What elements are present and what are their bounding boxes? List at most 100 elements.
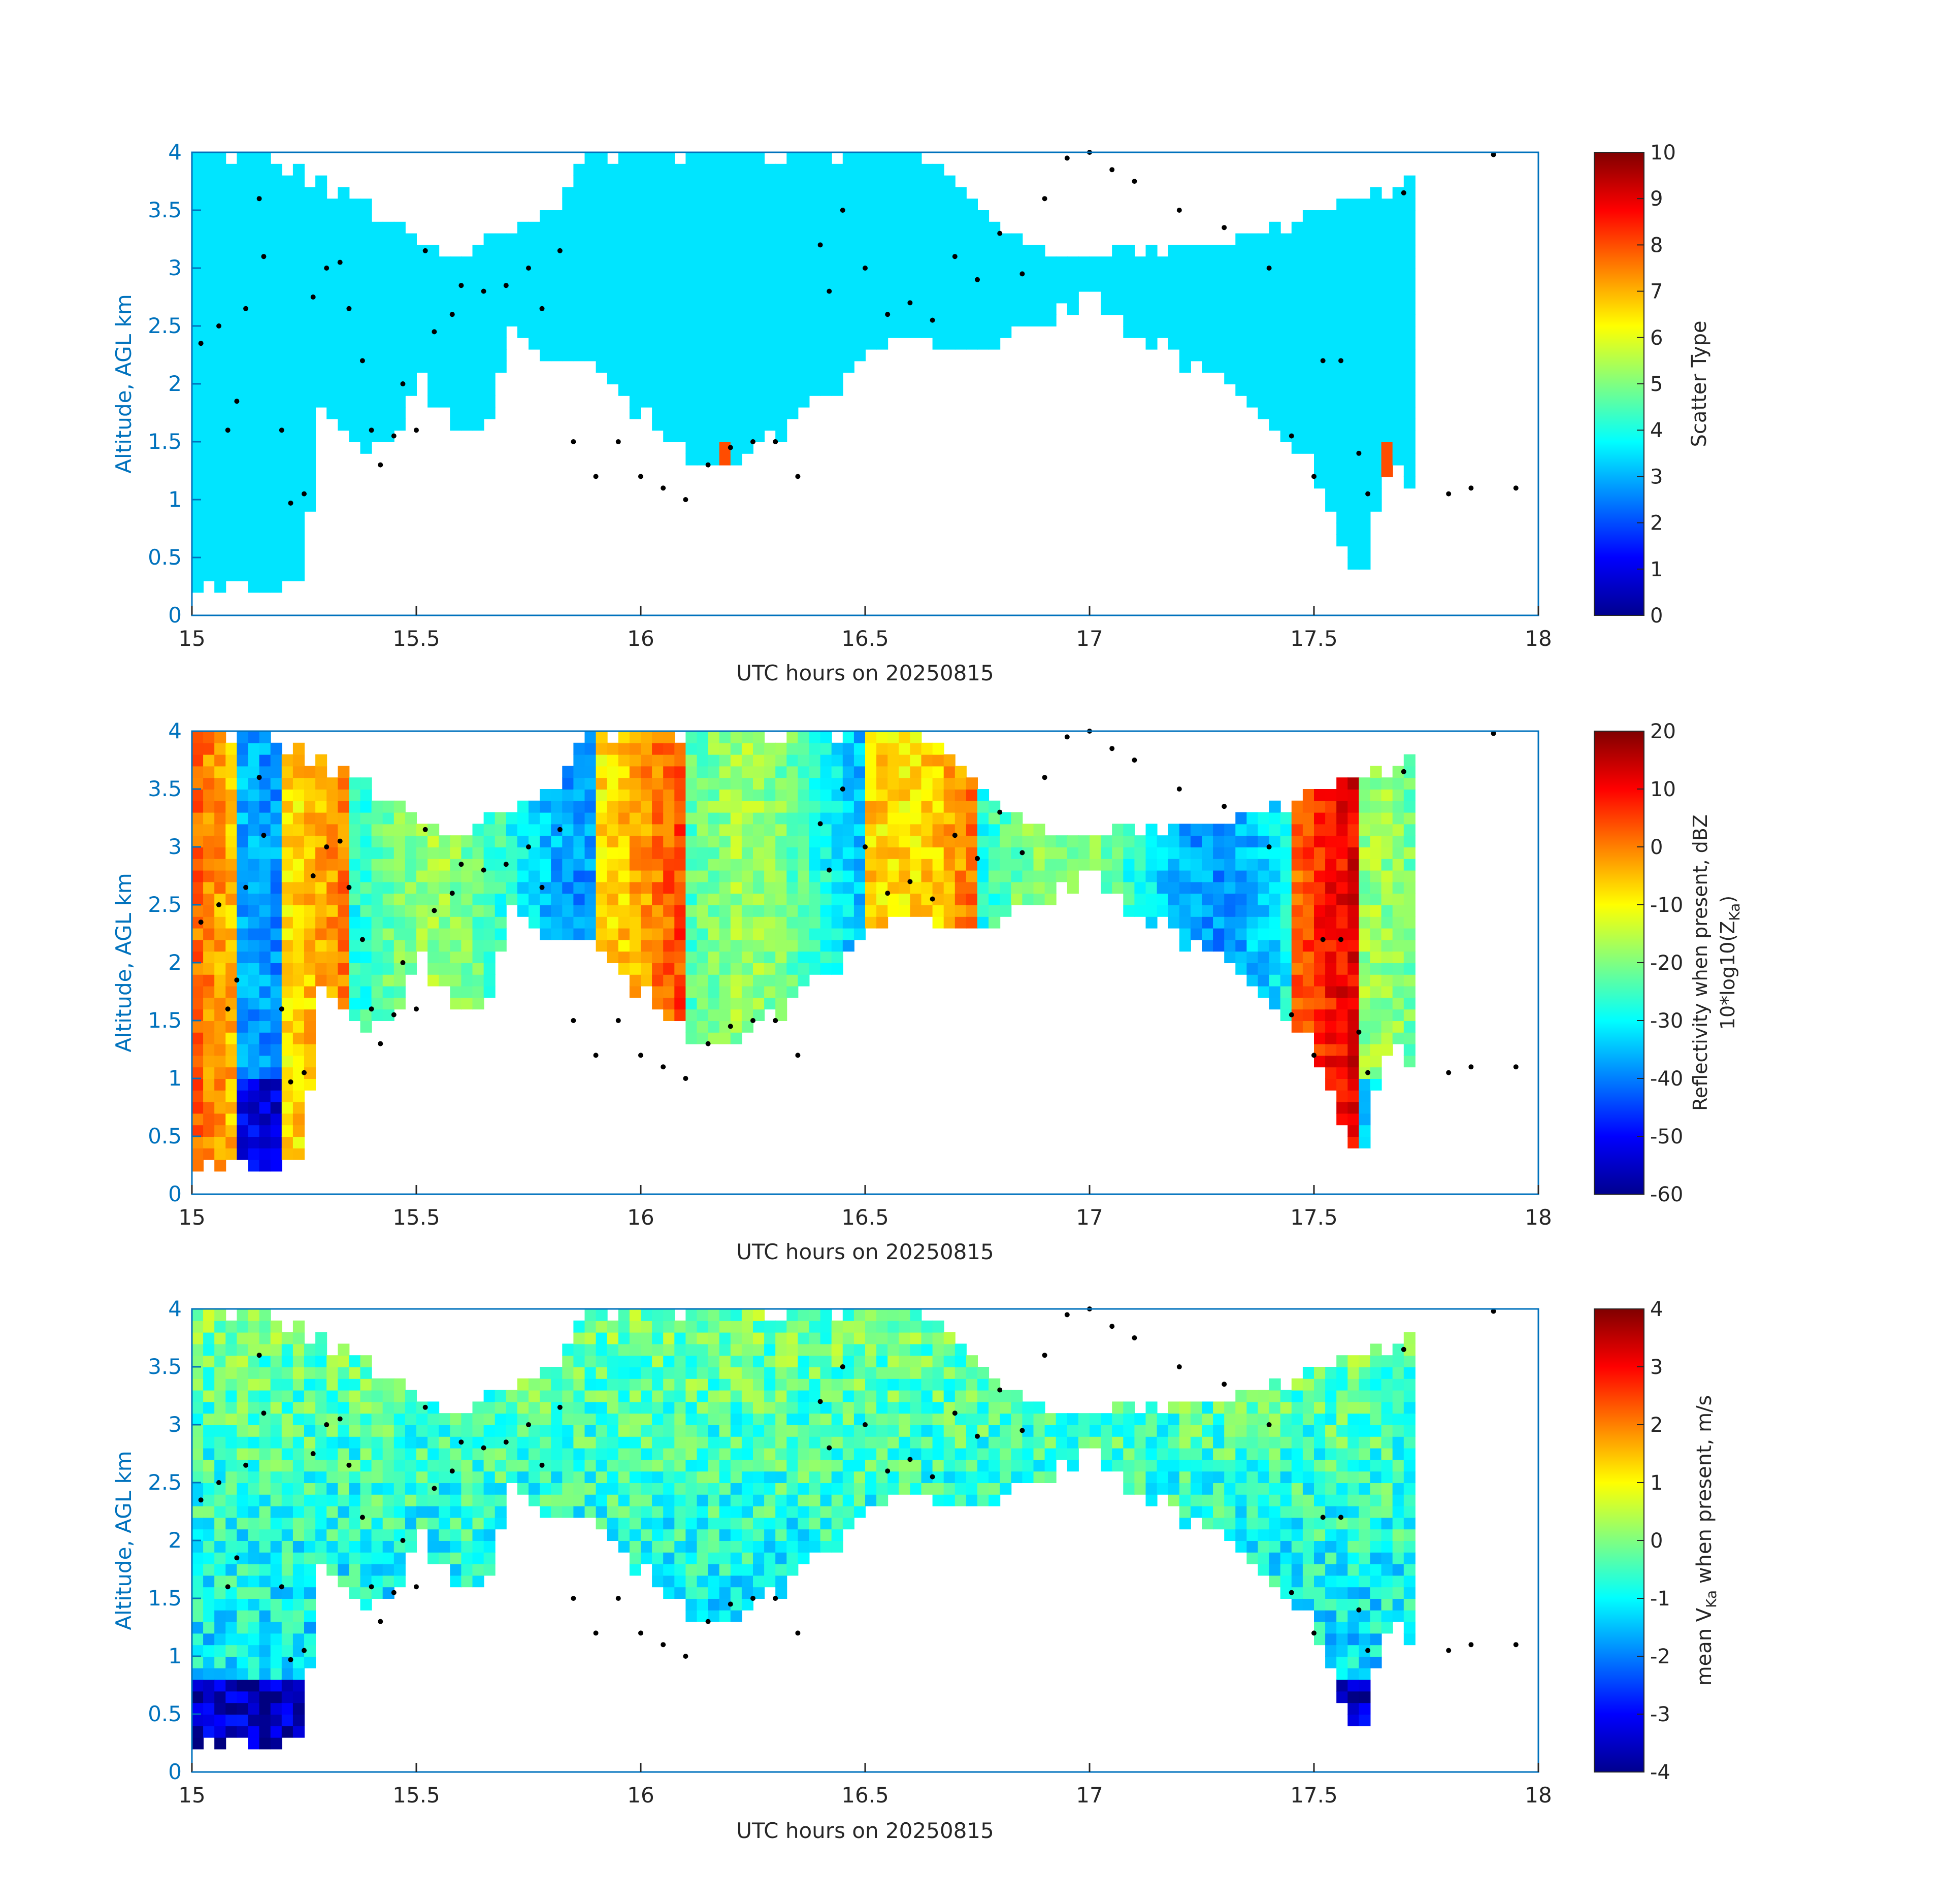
cell	[349, 1367, 361, 1379]
cell	[1000, 268, 1012, 280]
cell	[225, 522, 238, 535]
cell	[708, 395, 720, 408]
cell	[708, 847, 720, 859]
cell	[237, 557, 249, 570]
cell	[1145, 326, 1158, 338]
cell	[1235, 360, 1247, 373]
cell	[921, 742, 933, 755]
colorbar-tick-label: 8	[1650, 234, 1663, 257]
cell	[775, 789, 787, 801]
cell	[405, 291, 417, 304]
cell	[674, 824, 686, 836]
cell	[842, 291, 854, 304]
cell	[192, 1113, 204, 1126]
cell	[932, 199, 944, 211]
cell	[248, 580, 260, 593]
cell	[1033, 835, 1045, 847]
cell	[1269, 870, 1281, 882]
cell	[349, 395, 361, 408]
cell	[349, 245, 361, 257]
cell	[932, 303, 944, 315]
cell	[259, 1090, 271, 1102]
cell	[427, 1448, 440, 1460]
cell	[741, 256, 753, 269]
cell	[641, 731, 653, 743]
cell	[338, 1436, 350, 1449]
cell	[1134, 835, 1146, 847]
cell	[304, 291, 316, 304]
cell	[315, 337, 327, 350]
cell	[1403, 418, 1416, 431]
cell	[596, 360, 608, 373]
cell	[1157, 905, 1169, 917]
cell	[225, 742, 238, 755]
cell	[281, 407, 293, 419]
cell	[596, 303, 608, 315]
cell	[652, 835, 664, 847]
cell	[899, 881, 911, 894]
cell	[954, 256, 967, 269]
cell	[876, 731, 888, 743]
cell	[697, 789, 709, 801]
cell	[506, 847, 518, 859]
cell	[954, 800, 967, 813]
cell	[259, 1309, 271, 1321]
cell	[1033, 303, 1045, 315]
cell	[225, 1425, 238, 1437]
cell	[831, 800, 843, 813]
cell	[1392, 326, 1404, 338]
cell	[326, 337, 339, 350]
cell	[989, 858, 1001, 871]
cell	[427, 291, 440, 304]
cell	[865, 163, 877, 176]
cell	[943, 187, 956, 200]
cell	[1359, 372, 1371, 384]
cell	[450, 1494, 462, 1506]
cell	[1235, 963, 1247, 975]
cell	[1302, 905, 1314, 917]
cell	[393, 1483, 406, 1495]
cell	[495, 812, 507, 825]
cell	[292, 465, 305, 477]
cell	[842, 812, 854, 825]
cell	[1403, 384, 1416, 396]
cell	[192, 1413, 204, 1425]
cell	[775, 245, 787, 257]
cell	[641, 789, 653, 801]
cell	[439, 1529, 451, 1541]
cell	[495, 893, 507, 905]
marker-dot	[414, 1006, 419, 1012]
cell	[1000, 905, 1012, 917]
cell	[270, 1343, 282, 1356]
cell	[450, 1483, 462, 1495]
cell	[798, 233, 810, 246]
cell	[1347, 1090, 1360, 1102]
cell	[887, 175, 900, 188]
cell	[1381, 928, 1393, 940]
cell	[1403, 893, 1416, 905]
cell	[237, 1332, 249, 1344]
cell	[360, 1378, 372, 1391]
cell	[562, 858, 574, 871]
cell	[225, 384, 238, 396]
cell	[853, 199, 866, 211]
cell	[1359, 488, 1371, 500]
cell	[338, 187, 350, 200]
cell	[427, 395, 440, 408]
marker-dot	[526, 844, 531, 849]
cell	[685, 337, 698, 350]
cell	[1336, 291, 1348, 304]
cell	[1101, 847, 1113, 859]
cell	[304, 430, 316, 442]
cell	[1347, 1101, 1360, 1114]
cell	[910, 905, 922, 917]
cell	[270, 881, 282, 894]
cell	[708, 199, 720, 211]
cell	[730, 731, 742, 743]
cell	[214, 1125, 226, 1137]
cell	[573, 824, 585, 836]
cell	[1011, 812, 1023, 825]
cell	[663, 1009, 675, 1021]
cell	[326, 1367, 339, 1379]
cell	[214, 1067, 226, 1079]
